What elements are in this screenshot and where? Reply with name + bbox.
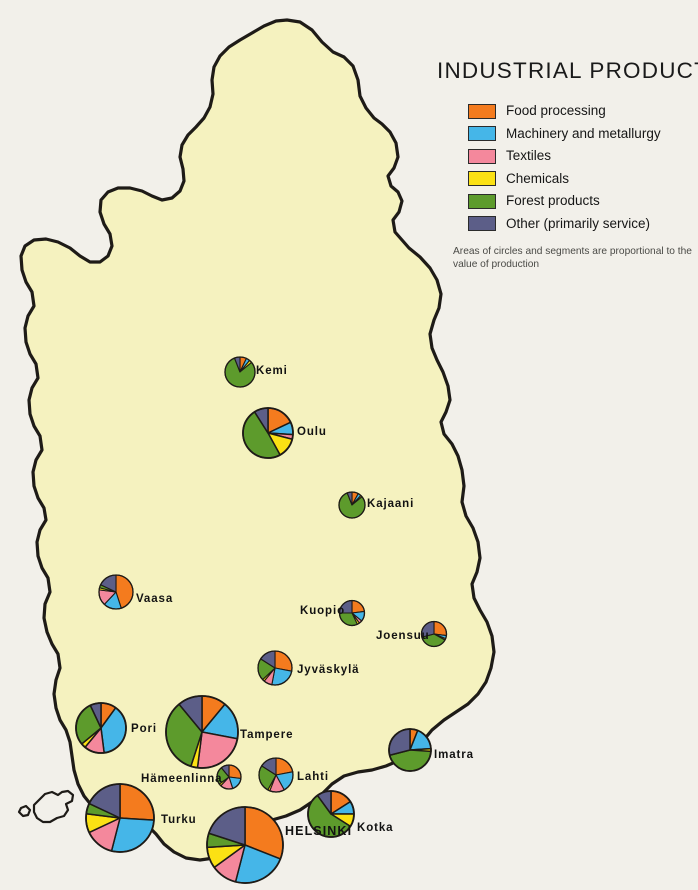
pie-outline — [242, 407, 294, 459]
legend-swatch-machinery — [468, 126, 496, 141]
city-label-kuopio: Kuopio — [300, 605, 345, 617]
pie-outline — [338, 491, 366, 519]
legend-item-food[interactable]: Food processing — [468, 101, 661, 121]
pie-chart-jyvskyl[interactable] — [257, 650, 293, 686]
pie-chart-tampere[interactable] — [165, 695, 239, 769]
pie-chart-pori[interactable] — [75, 702, 127, 754]
legend-swatch-textiles — [468, 148, 496, 164]
city-label-oulu: Oulu — [297, 426, 327, 438]
pie-outline — [257, 650, 293, 686]
pie-chart-kotka[interactable] — [307, 790, 355, 838]
pie-outline — [98, 574, 134, 610]
legend-note: Areas of circles and segments are propor… — [453, 246, 692, 270]
pie-chart-kuopio[interactable] — [338, 599, 366, 627]
city-label-tampere: Tampere — [240, 729, 294, 741]
pie-chart-helsinki[interactable] — [206, 806, 284, 884]
city-label-helsinki: HELSINKI — [285, 824, 353, 838]
legend-label-chemicals: Chemicals — [506, 170, 570, 186]
legend-label-forest: Forest products — [506, 193, 600, 209]
city-label-joensuu: Joensuu — [376, 630, 430, 642]
legend-item-chemicals[interactable]: Chemicals — [468, 169, 661, 189]
pie-outline — [85, 783, 155, 853]
legend-label-machinery: Machinery and metallurgy — [506, 125, 661, 141]
city-label-hmeenlinna: Hämeenlinna — [141, 773, 223, 785]
pie-chart-joensuu[interactable] — [420, 620, 448, 648]
pie-outline — [75, 702, 127, 754]
pie-outline — [388, 728, 432, 772]
city-label-pori: Pori — [131, 723, 157, 735]
legend-item-machinery[interactable]: Machinery and metallurgy — [468, 124, 661, 144]
pie-outline — [420, 620, 448, 648]
pie-outline — [216, 764, 242, 790]
legend-item-textiles[interactable]: Textiles — [468, 146, 661, 166]
pie-outline — [258, 757, 294, 793]
legend-title: INDUSTRIAL PRODUCTION — [437, 58, 698, 83]
city-label-turku: Turku — [161, 814, 197, 826]
pie-chart-kemi[interactable] — [224, 356, 256, 388]
pie-outline — [307, 790, 355, 838]
pie-chart-hmeenlinna[interactable] — [216, 764, 242, 790]
legend-item-other[interactable]: Other (primarily service) — [468, 214, 661, 234]
pie-chart-turku[interactable] — [85, 783, 155, 853]
pie-chart-oulu[interactable] — [242, 407, 294, 459]
pie-outline — [165, 695, 239, 769]
legend-swatch-forest — [468, 193, 496, 209]
legend-swatch-other — [468, 216, 496, 231]
pie-outline — [206, 806, 284, 884]
city-label-kemi: Kemi — [256, 365, 288, 377]
aland-islands-group — [17, 789, 75, 824]
legend-label-food: Food processing — [506, 103, 606, 119]
pie-chart-imatra[interactable] — [388, 728, 432, 772]
legend-item-forest[interactable]: Forest products — [468, 191, 661, 211]
legend-swatch-chemicals — [468, 171, 496, 186]
city-label-lahti: Lahti — [297, 771, 329, 783]
aland-island-small — [17, 804, 32, 818]
legend-list: Food processing Machinery and metallurgy T… — [468, 101, 661, 236]
legend-label-other: Other (primarily service) — [506, 215, 651, 231]
pie-chart-vaasa[interactable] — [98, 574, 134, 610]
city-label-jyvskyl: Jyväskylä — [297, 664, 360, 676]
city-label-kotka: Kotka — [357, 822, 394, 834]
city-label-vaasa: Vaasa — [136, 593, 174, 605]
legend-swatch-food — [468, 103, 496, 119]
pie-chart-lahti[interactable] — [258, 757, 294, 793]
pie-outline — [338, 599, 366, 627]
pie-outline — [224, 356, 256, 388]
city-label-kajaani: Kajaani — [367, 498, 415, 510]
legend-label-textiles: Textiles — [506, 148, 552, 164]
city-label-imatra: Imatra — [434, 749, 474, 761]
aland-island-main — [32, 789, 75, 824]
pie-chart-kajaani[interactable] — [338, 491, 366, 519]
pie-charts-layer — [75, 356, 448, 884]
